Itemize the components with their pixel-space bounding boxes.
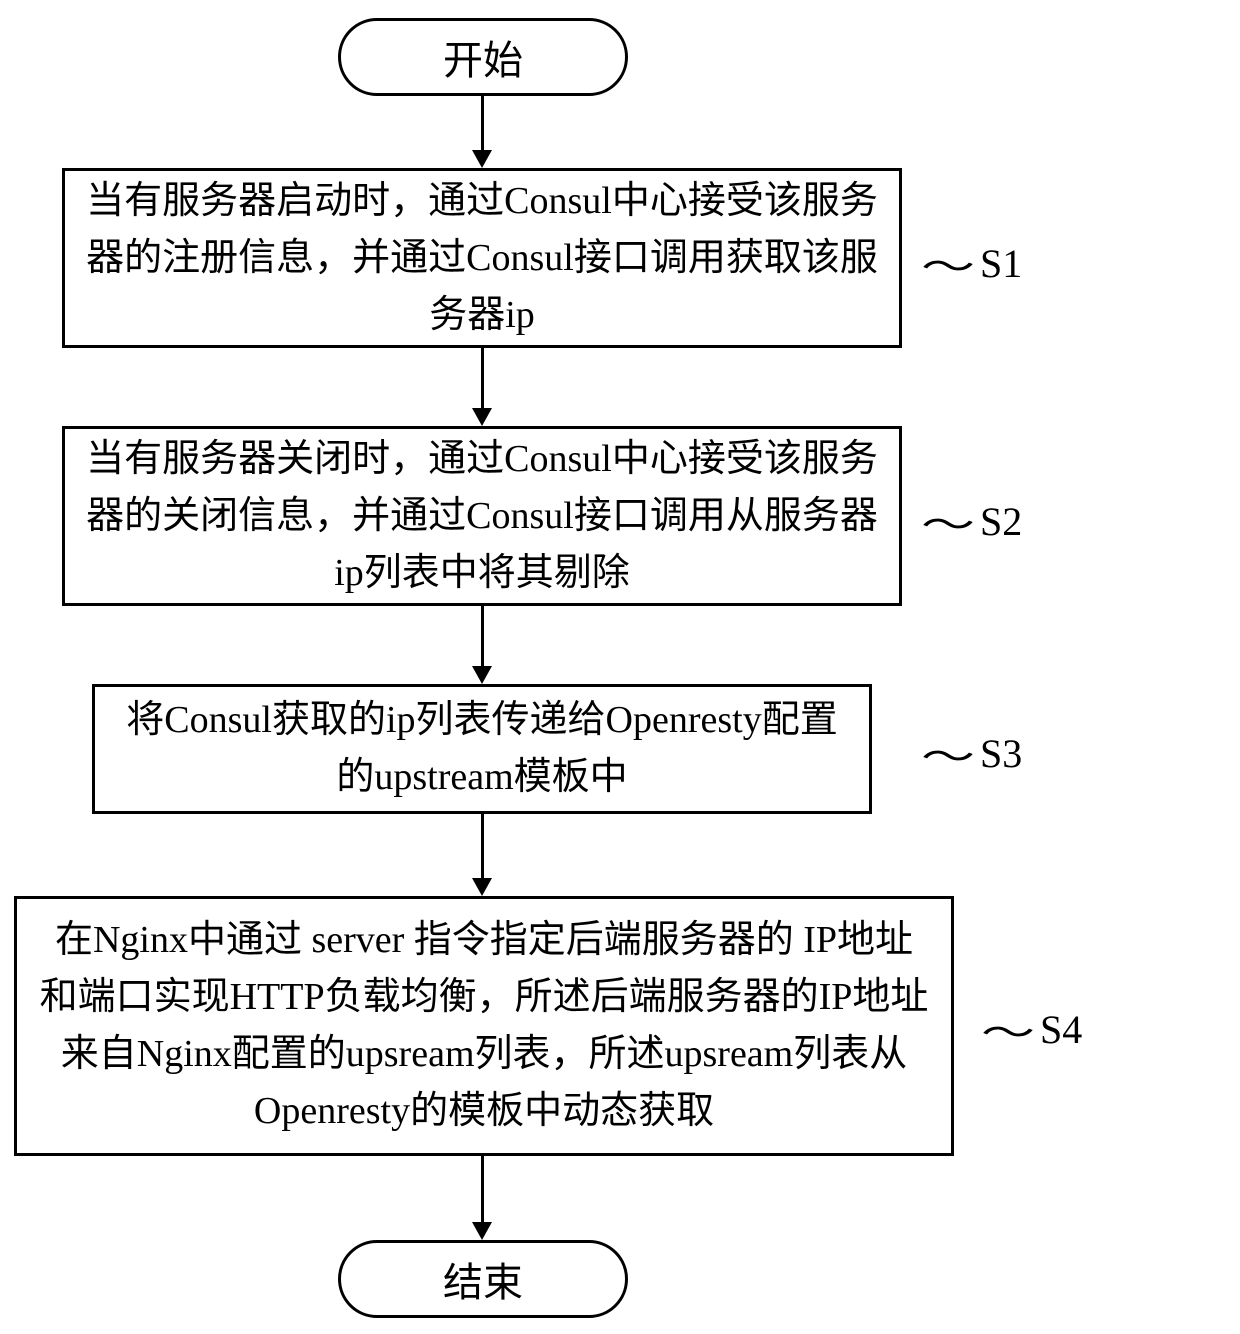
label-s1: S1 xyxy=(980,240,1022,287)
arrow-2-head xyxy=(472,666,492,684)
process-s1: 当有服务器启动时，通过Consul中心接受该服务器的注册信息，并通过Consul… xyxy=(62,168,902,348)
tilde-s2: 〜 xyxy=(921,496,975,548)
process-s4-text: 在Nginx中通过 server 指令指定后端服务器的 IP地址和端口实现HTT… xyxy=(37,912,931,1140)
terminal-start: 开始 xyxy=(338,18,628,96)
tilde-s3: 〜 xyxy=(921,728,975,780)
label-s4: S4 xyxy=(1040,1006,1082,1053)
process-s2: 当有服务器关闭时，通过Consul中心接受该服务器的关闭信息，并通过Consul… xyxy=(62,426,902,606)
arrow-0-head xyxy=(472,150,492,168)
arrow-0-line xyxy=(481,96,484,150)
process-s1-text: 当有服务器启动时，通过Consul中心接受该服务器的注册信息，并通过Consul… xyxy=(85,173,879,344)
terminal-start-text: 开始 xyxy=(443,28,523,86)
arrow-1-line xyxy=(481,348,484,408)
process-s3: 将Consul获取的ip列表传递给Openresty配置的upstream模板中 xyxy=(92,684,872,814)
terminal-end-text: 结束 xyxy=(443,1250,523,1308)
label-s3: S3 xyxy=(980,730,1022,777)
arrow-1-head xyxy=(472,408,492,426)
tilde-s4: 〜 xyxy=(981,1004,1035,1056)
tilde-s1: 〜 xyxy=(921,238,975,290)
process-s4: 在Nginx中通过 server 指令指定后端服务器的 IP地址和端口实现HTT… xyxy=(14,896,954,1156)
arrow-4-line xyxy=(481,1156,484,1222)
arrow-2-line xyxy=(481,606,484,666)
label-s2: S2 xyxy=(980,498,1022,545)
process-s3-text: 将Consul获取的ip列表传递给Openresty配置的upstream模板中 xyxy=(115,692,849,806)
arrow-3-line xyxy=(481,814,484,878)
arrow-3-head xyxy=(472,878,492,896)
process-s2-text: 当有服务器关闭时，通过Consul中心接受该服务器的关闭信息，并通过Consul… xyxy=(85,431,879,602)
terminal-end: 结束 xyxy=(338,1240,628,1318)
arrow-4-head xyxy=(472,1222,492,1240)
